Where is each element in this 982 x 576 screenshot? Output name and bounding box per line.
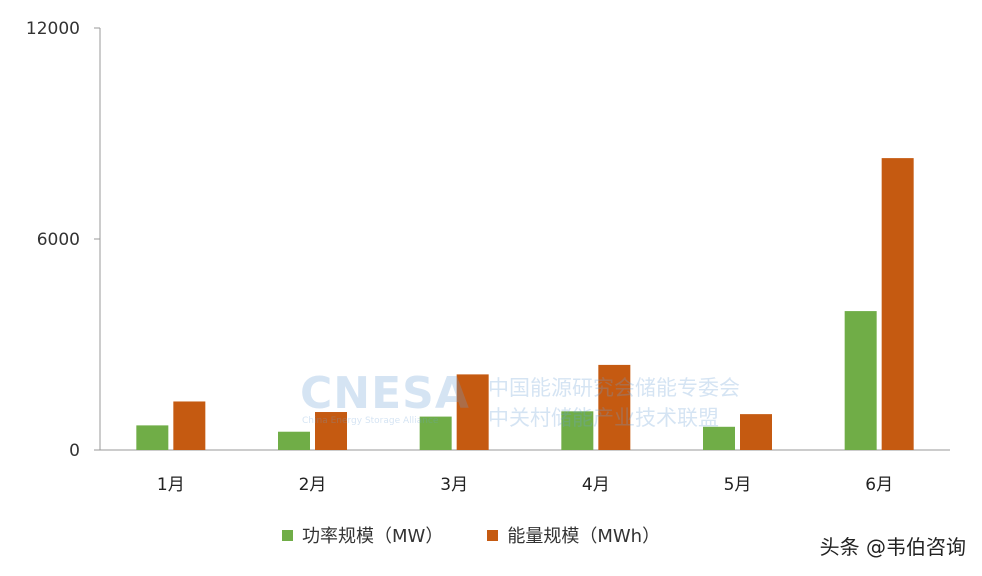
bar-power [703,426,735,450]
chart-bars [136,158,914,450]
bar-power [844,311,877,450]
legend-item-energy: 能量规模（MWh） [487,522,660,548]
x-tick-label: 3月 [440,475,468,495]
y-tick-label: 0 [69,441,80,461]
y-tick-label: 6000 [37,230,80,250]
x-tick-label: 6月 [865,475,893,495]
bar-power [419,416,452,450]
bar-energy [598,364,631,450]
legend-swatch-energy [487,529,499,541]
bar-energy [881,158,914,450]
bar-energy [315,412,347,450]
legend-label-energy: 能量规模（MWh） [507,526,661,547]
chart-legend: 功率规模（MW） 能量规模（MWh） [282,522,704,548]
source-credit: 头条 @韦伯咨询 [819,535,966,559]
x-tick-label: 2月 [299,475,327,495]
chart-axes [94,27,950,451]
bar-energy [740,414,772,450]
bar-energy [173,401,206,450]
y-tick-label: 12000 [26,19,80,39]
legend-item-power: 功率规模（MW） [282,522,443,548]
x-tick-label: 1月 [157,475,185,495]
bar-power [561,411,594,450]
x-tick-label: 5月 [724,475,752,495]
bar-power [278,431,310,450]
legend-label-power: 功率规模（MW） [302,526,444,547]
bar-energy [456,374,489,450]
chart-labels: 0 6000 12000 1月 2月 3月 4月 5月 6月 [26,19,893,495]
bar-power [136,425,169,450]
x-tick-label: 4月 [582,475,610,495]
legend-swatch-power [282,529,293,541]
